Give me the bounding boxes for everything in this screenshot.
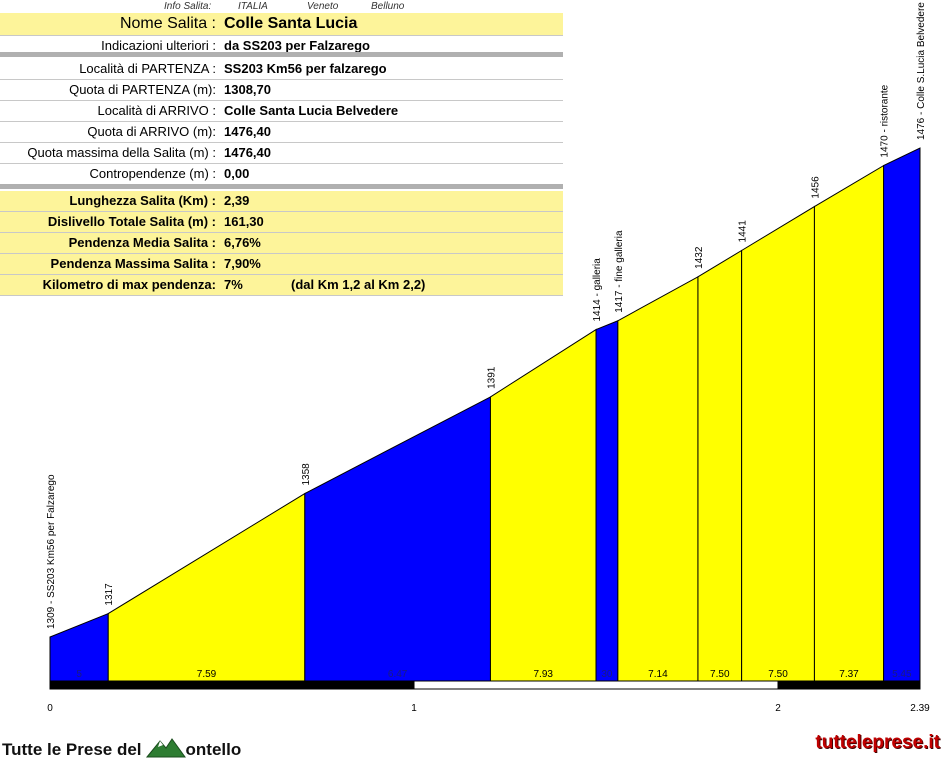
- km-bar-section: [49, 680, 415, 690]
- climb-name: Colle Santa Lucia: [224, 15, 358, 32]
- detail-value: SS203 Km56 per falzarego: [224, 61, 387, 76]
- detail-label: Quota di ARRIVO (m):: [87, 124, 216, 139]
- altitude-point-label: 1417 - fine galleria: [614, 230, 625, 313]
- stat-label: Pendenza Media Salita :: [68, 235, 216, 250]
- profile-segment: [741, 205, 815, 682]
- altitude-point-label: 1432: [694, 246, 705, 269]
- segment-gradient-label: 7.59: [197, 669, 217, 680]
- info-country: ITALIA: [238, 1, 268, 12]
- stat-label: Pendenza Massima Salita :: [50, 256, 216, 271]
- footer-brand-text: Tutte le Prese del: [2, 740, 142, 759]
- stat-value: 7%: [224, 277, 243, 292]
- segment-gradient-label: 7.50: [768, 669, 788, 680]
- detail-row: Quota di PARTENZA (m): 1308,70: [0, 80, 563, 101]
- name-label: Nome Salita :: [119, 15, 216, 32]
- profile-segment: [304, 396, 491, 682]
- segment-gradient-label: 5: [76, 669, 82, 680]
- profile-segment: [617, 275, 699, 682]
- km-bar-section: [777, 680, 921, 690]
- extra-label: Indicazioni ulteriori :: [101, 38, 216, 53]
- km-bar-section: [413, 680, 779, 690]
- stat-row: Dislivello Totale Salita (m) : 161,30: [0, 212, 563, 233]
- stat-label: Kilometro di max pendenza:: [42, 277, 216, 292]
- detail-row: Quota massima della Salita (m) : 1476,40: [0, 143, 563, 164]
- detail-value: 1476,40: [224, 145, 271, 160]
- altitude-point-label: 1414 - galleria: [592, 258, 603, 322]
- stat-value: 2,39: [224, 193, 250, 208]
- altitude-point-label: 1441: [738, 220, 749, 243]
- footer-brand: Tutte le Prese del ontello: [2, 735, 241, 760]
- altitude-point-label: 1456: [810, 176, 821, 199]
- separator: [0, 52, 563, 57]
- km-tick-label: 1: [411, 703, 417, 714]
- detail-label: Quota massima della Salita (m) :: [27, 145, 216, 160]
- footer-brand-text-2: ontello: [185, 740, 242, 759]
- stat-row: Pendenza Massima Salita : 7,90%: [0, 254, 563, 275]
- km-tick-label: 2.39: [910, 703, 930, 714]
- stat-row: Kilometro di max pendenza: 7% (dal Km 1,…: [0, 275, 563, 296]
- stat-label: Dislivello Totale Salita (m) :: [47, 214, 216, 229]
- stat-row: Lunghezza Salita (Km) : 2,39: [0, 191, 563, 212]
- stat-extra: (dal Km 1,2 al Km 2,2): [291, 277, 426, 292]
- name-row: Nome Salita : Colle Santa Lucia: [0, 13, 563, 36]
- info-province: Belluno: [371, 1, 405, 12]
- segment-gradient-label: 7.14: [648, 669, 668, 680]
- stat-label: Lunghezza Salita (Km) :: [69, 193, 216, 208]
- website-link[interactable]: tutteleprese.it: [815, 732, 940, 753]
- detail-row: Contropendenze (m) : 0,00: [0, 164, 563, 185]
- profile-segment: [883, 147, 921, 682]
- altitude-point-label: 1309 - SS203 Km56 per Falzarego: [46, 474, 57, 629]
- profile-segment: [107, 492, 306, 682]
- detail-value: Colle Santa Lucia Belvedere: [224, 103, 399, 118]
- detail-value: 0,00: [224, 166, 250, 181]
- stat-row: Pendenza Media Salita : 6,76%: [0, 233, 563, 254]
- altitude-point-label: 1476 - Colle S.Lucia Belvedere: [916, 2, 927, 140]
- altitude-point-label: 1391: [486, 366, 497, 389]
- altitude-point-label: 1317: [104, 583, 115, 606]
- info-region: Veneto: [307, 1, 339, 12]
- profile-segment: [489, 328, 597, 682]
- detail-row: Località di PARTENZA : SS203 Km56 per fa…: [0, 59, 563, 80]
- segment-gradient-label: 7.37: [839, 669, 859, 680]
- detail-label: Quota di PARTENZA (m):: [69, 82, 216, 97]
- segment-gradient-label: 30: [601, 669, 613, 680]
- stat-value: 161,30: [224, 214, 264, 229]
- detail-value: 1476,40: [224, 124, 271, 139]
- altitude-point-label: 1358: [301, 463, 312, 486]
- extra-value: da SS203 per Falzarego: [224, 38, 370, 53]
- segment-gradient-label: 6.47: [388, 669, 408, 680]
- detail-label: Contropendenze (m) :: [89, 166, 216, 181]
- info-label: Info Salita:: [164, 1, 212, 12]
- km-tick-label: 2: [775, 703, 781, 714]
- detail-row: Quota di ARRIVO (m): 1476,40: [0, 122, 563, 143]
- separator: [0, 184, 563, 189]
- profile-segment: [813, 164, 885, 682]
- profile-segment: [697, 249, 743, 682]
- km-tick-label: 0: [47, 703, 53, 714]
- segment-gradient-label: 7.93: [534, 669, 554, 680]
- profile-segment: [595, 320, 619, 682]
- altitude-point-label: 1470 - ristorante: [880, 84, 891, 157]
- segment-gradient-label: 5.45: [892, 669, 912, 680]
- stat-value: 6,76%: [224, 235, 261, 250]
- mountain-logo-icon: [145, 738, 186, 758]
- detail-label: Località di PARTENZA :: [79, 61, 216, 76]
- detail-row: Località di ARRIVO : Colle Santa Lucia B…: [0, 101, 563, 122]
- detail-label: Località di ARRIVO :: [97, 103, 217, 118]
- segment-gradient-label: 7.50: [710, 669, 730, 680]
- stat-value: 7,90%: [224, 256, 261, 271]
- detail-value: 1308,70: [224, 82, 271, 97]
